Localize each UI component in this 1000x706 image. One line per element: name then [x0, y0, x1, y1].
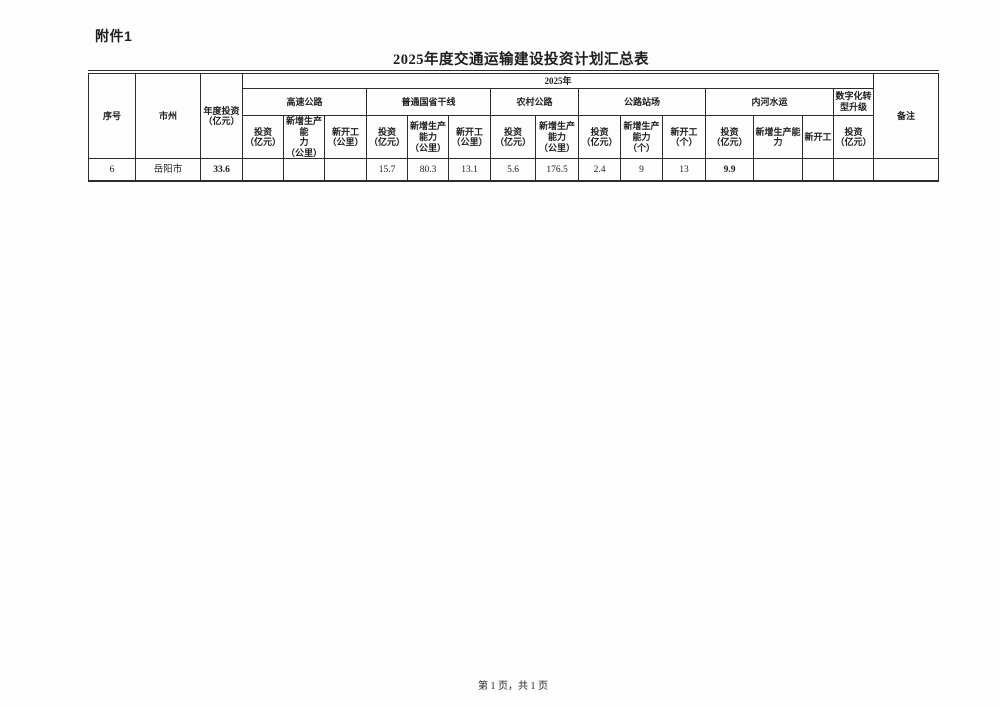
- header-year-2025: 2025年: [241, 71, 875, 89]
- header-row-year: 序号 市州 年度投资 （亿元） 2025年 备注: [88, 71, 940, 160]
- cell-station-new-capacity: 9: [620, 158, 663, 182]
- page-title: 2025年度交通运输建设投资计划汇总表: [393, 52, 649, 68]
- group-digital-upgrade: 数字化转 型升级: [832, 88, 875, 116]
- cell-rural-investment: 5.6: [490, 158, 536, 182]
- cell-rural-new-capacity: 176.5: [535, 158, 579, 182]
- cell-station-investment: 2.4: [578, 158, 621, 182]
- leaf-waterway-investment: 投资 （亿元）: [705, 114, 754, 160]
- cell-trunk-new-start: 13.1: [448, 158, 491, 182]
- cell-waterway-new-start: [802, 158, 834, 182]
- cell-seq: 6: [88, 158, 136, 182]
- header-row-groups: 高速公路 普通国省干线 农村公路 公路站场 内河水运 数字化转 型升级: [89, 88, 939, 116]
- leaf-rural-new-capacity: 新增生产 能力 （公里）: [535, 114, 579, 160]
- page-number-indicator: 第 1 页，共 1 页: [478, 681, 548, 692]
- header-remark: 备注: [873, 71, 940, 160]
- group-road-station: 公路站场: [578, 88, 706, 116]
- group-national-provincial-trunk: 普通国省干线: [366, 88, 491, 116]
- table-row: 6 岳阳市 33.6 15.7 80.3 13.1 5.6 176.5 2.4 …: [88, 158, 940, 182]
- leaf-expressway-new-capacity: 新增生产能 力 （公里）: [283, 114, 325, 160]
- cell-trunk-investment: 15.7: [366, 158, 408, 182]
- leaf-trunk-investment: 投资 （亿元）: [366, 114, 408, 160]
- cell-expressway-investment: [242, 158, 284, 182]
- leaf-rural-investment: 投资 （亿元）: [490, 114, 536, 160]
- header-annual-investment: 年度投资 （亿元）: [200, 71, 243, 160]
- cell-waterway-investment: 9.9: [705, 158, 754, 182]
- group-expressway: 高速公路: [242, 88, 367, 116]
- investment-summary-table-wrap: 序号 市州 年度投资 （亿元） 2025年 备注 高速公路 普通国省干线 农村公…: [88, 70, 940, 183]
- leaf-expressway-investment: 投资 （亿元）: [242, 114, 284, 160]
- cell-remark: [873, 158, 940, 182]
- leaf-waterway-new-start: 新开工: [802, 114, 834, 160]
- leaf-expressway-new-start: 新开工 （公里）: [324, 114, 367, 160]
- header-row-leaf: 投资 （亿元） 新增生产能 力 （公里） 新开工 （公里） 投资 （亿元） 新增…: [89, 114, 939, 160]
- cell-station-new-start: 13: [662, 158, 706, 182]
- attachment-label: 附件1: [95, 28, 133, 44]
- investment-summary-table: 序号 市州 年度投资 （亿元） 2025年 备注 高速公路 普通国省干线 农村公…: [88, 70, 940, 183]
- leaf-trunk-new-start: 新开工 （公里）: [448, 114, 491, 160]
- cell-expressway-new-capacity: [283, 158, 325, 182]
- header-seq: 序号: [88, 71, 136, 160]
- cell-waterway-new-capacity: [753, 158, 803, 182]
- leaf-trunk-new-capacity: 新增生产 能力 （公里）: [407, 114, 449, 160]
- leaf-station-new-capacity: 新增生产 能力（个）: [620, 114, 663, 160]
- cell-city: 岳阳市: [135, 158, 201, 182]
- leaf-digital-investment: 投资 （亿元）: [832, 114, 875, 160]
- cell-digital-investment: [832, 158, 875, 182]
- leaf-waterway-new-capacity: 新增生产能 力: [753, 114, 803, 160]
- cell-trunk-new-capacity: 80.3: [407, 158, 449, 182]
- cell-expressway-new-start: [324, 158, 367, 182]
- leaf-station-new-start: 新开工 （个）: [662, 114, 706, 160]
- group-inland-waterway: 内河水运: [705, 88, 834, 116]
- header-city: 市州: [135, 71, 201, 160]
- leaf-station-investment: 投资 （亿元）: [578, 114, 621, 160]
- cell-annual-investment: 33.6: [200, 158, 243, 182]
- group-rural-road: 农村公路: [490, 88, 579, 116]
